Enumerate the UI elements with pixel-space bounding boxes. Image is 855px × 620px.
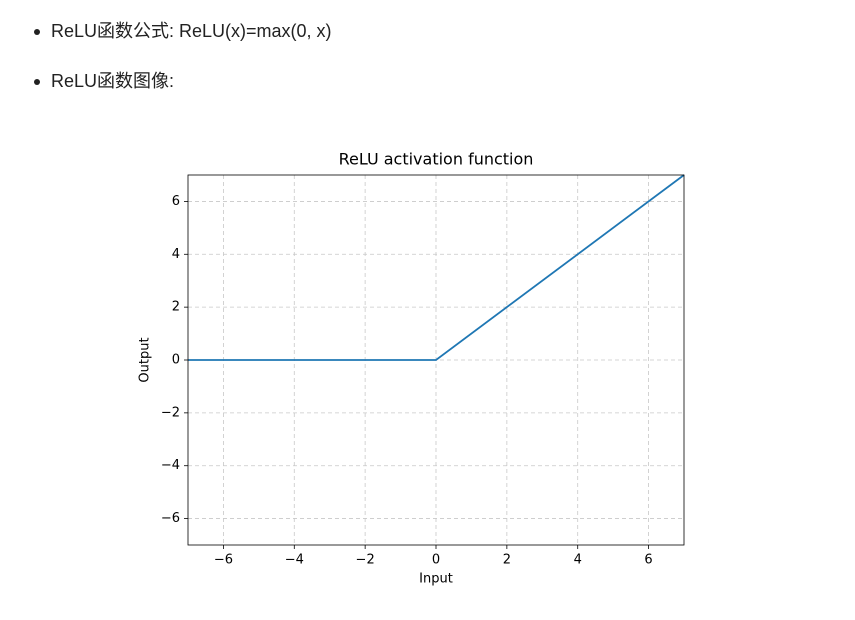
y-tick-label: −4 <box>161 458 180 473</box>
y-tick-label: −2 <box>161 405 180 420</box>
x-tick-label: 4 <box>574 553 582 568</box>
x-tick-label: 2 <box>503 553 511 568</box>
bullet-text: ReLU函数公式: ReLU(x)=max(0, x) <box>51 21 332 41</box>
x-tick-label: 0 <box>432 553 440 568</box>
y-tick-label: −6 <box>161 511 180 526</box>
y-tick-label: 4 <box>172 247 180 262</box>
y-tick-label: 6 <box>172 194 180 209</box>
x-axis-label: Input <box>419 572 453 587</box>
y-axis-label: Output <box>138 337 153 382</box>
x-tick-label: −4 <box>285 553 304 568</box>
y-tick-label: 0 <box>172 353 180 368</box>
plot-frame <box>187 174 685 546</box>
data-line <box>188 174 685 361</box>
x-tick-label: 6 <box>644 553 652 568</box>
y-tick-label: 2 <box>172 300 180 315</box>
x-tick-label: −6 <box>214 553 233 568</box>
bullet-dot <box>34 29 40 35</box>
chart-title: ReLU activation function <box>339 150 534 169</box>
x-tick-label: −2 <box>356 553 375 568</box>
bullet-dot <box>34 79 40 85</box>
bullet-text: ReLU函数图像: <box>51 71 174 91</box>
